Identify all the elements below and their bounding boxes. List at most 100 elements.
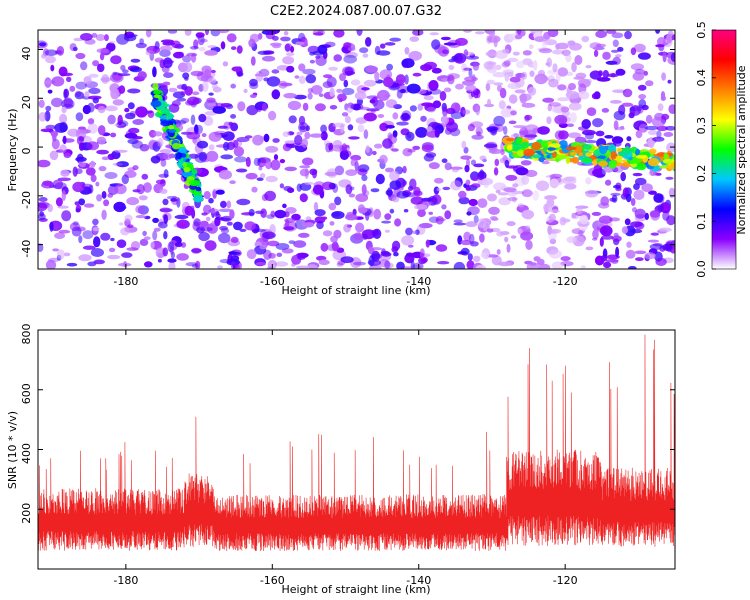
heatmap-cell	[494, 158, 500, 167]
heatmap-cell	[535, 180, 550, 192]
heatmap-track-cell	[153, 90, 162, 95]
heatmap-cell	[402, 165, 407, 174]
heatmap-cell	[123, 261, 128, 268]
heatmap-cell	[314, 209, 326, 217]
heatmap-cell	[384, 260, 391, 269]
heatmap-track-cell	[531, 141, 542, 151]
heatmap-cell	[657, 203, 665, 212]
heatmap-cell	[392, 112, 399, 120]
heatmap-track-cell	[188, 179, 201, 187]
heatmap-track-cell	[662, 158, 674, 164]
heatmap-cell	[624, 30, 632, 40]
heatmap-cell	[231, 46, 237, 50]
heatmap-cell	[605, 30, 617, 34]
heatmap-cell	[201, 212, 208, 216]
heatmap-cell	[217, 125, 228, 129]
heatmap-cell	[412, 145, 421, 150]
heatmap-cell	[421, 144, 434, 153]
heatmap-cell	[92, 227, 100, 232]
heatmap-cell	[504, 236, 509, 243]
heatmap-cell	[162, 198, 169, 206]
heatmap-cell	[395, 74, 406, 85]
heatmap-cell	[101, 209, 107, 220]
heatmap-cell	[50, 64, 55, 72]
heatmap-cell	[186, 132, 201, 140]
heatmap-cell	[298, 232, 310, 238]
heatmap-cell	[322, 81, 333, 89]
heatmap-cell	[198, 83, 204, 92]
heatmap-y-label: Frequency (Hz)	[6, 109, 19, 192]
heatmap-cell	[578, 230, 584, 236]
heatmap-cell	[641, 183, 653, 193]
heatmap-cell	[163, 214, 168, 225]
heatmap-cell	[465, 221, 478, 228]
heatmap-cell	[340, 256, 354, 264]
heatmap-cell	[355, 117, 367, 124]
heatmap-cell	[507, 197, 518, 201]
heatmap-cell	[305, 125, 310, 132]
heatmap-cell	[402, 148, 413, 157]
heatmap-cell	[467, 123, 475, 132]
heatmap-track-cell	[552, 152, 557, 158]
heatmap-cell	[150, 241, 155, 249]
heatmap-cell	[38, 159, 51, 168]
heatmap-cell	[519, 127, 529, 138]
heatmap-cell	[341, 87, 355, 96]
y-tick-label: 200	[20, 503, 33, 524]
heatmap-cell	[615, 54, 622, 58]
heatmap-cell	[218, 169, 232, 180]
heatmap-cell	[226, 221, 233, 226]
heatmap-cell	[468, 198, 478, 207]
heatmap-cell	[271, 69, 280, 74]
heatmap-cell	[538, 263, 551, 269]
heatmap-cell	[54, 122, 68, 133]
heatmap-cell	[266, 30, 280, 35]
heatmap-cell	[61, 190, 66, 202]
heatmap-cell	[525, 240, 533, 250]
heatmap-cell	[324, 171, 337, 177]
heatmap-cell	[144, 236, 151, 240]
heatmap-cell	[598, 70, 603, 77]
heatmap-cell	[426, 126, 433, 132]
heatmap-cell	[612, 89, 627, 93]
heatmap-cell	[662, 243, 673, 251]
heatmap-cell	[296, 131, 303, 136]
heatmap-cell	[350, 103, 364, 111]
heatmap-cell	[163, 231, 168, 240]
heatmap-cell	[599, 255, 608, 261]
heatmap-cell	[299, 168, 310, 177]
heatmap-cell	[387, 132, 393, 141]
heatmap-cell	[392, 196, 400, 203]
heatmap-cell	[81, 183, 93, 189]
heatmap-cell	[479, 169, 485, 179]
heatmap-cell	[150, 155, 161, 164]
heatmap-cell	[51, 76, 65, 87]
snr-x-label: Height of straight line (km)	[281, 583, 430, 596]
heatmap-cell	[153, 227, 161, 232]
heatmap-cell	[385, 229, 390, 233]
heatmap-cell	[363, 129, 369, 140]
heatmap-cell	[558, 130, 569, 140]
heatmap-cell	[329, 221, 335, 226]
heatmap-cell	[326, 168, 338, 178]
heatmap-cell	[171, 40, 181, 49]
heatmap-cell	[50, 130, 59, 138]
heatmap-cell	[104, 172, 118, 179]
heatmap-cell	[245, 172, 258, 180]
heatmap-cell	[547, 229, 559, 234]
heatmap-cell	[90, 248, 104, 257]
heatmap-cell	[369, 99, 376, 104]
heatmap-cell	[174, 242, 183, 248]
heatmap-cell	[359, 47, 369, 54]
heatmap-cell	[537, 126, 550, 135]
heatmap-cell	[502, 69, 515, 75]
heatmap-cell	[661, 113, 670, 120]
heatmap-cell	[385, 124, 395, 129]
heatmap-cell	[142, 230, 147, 236]
heatmap-cell	[157, 258, 162, 263]
heatmap-cell	[272, 44, 281, 49]
heatmap-cell	[309, 133, 324, 138]
heatmap-cell	[401, 235, 415, 246]
heatmap-cell	[370, 188, 380, 193]
heatmap-cell	[217, 265, 223, 269]
